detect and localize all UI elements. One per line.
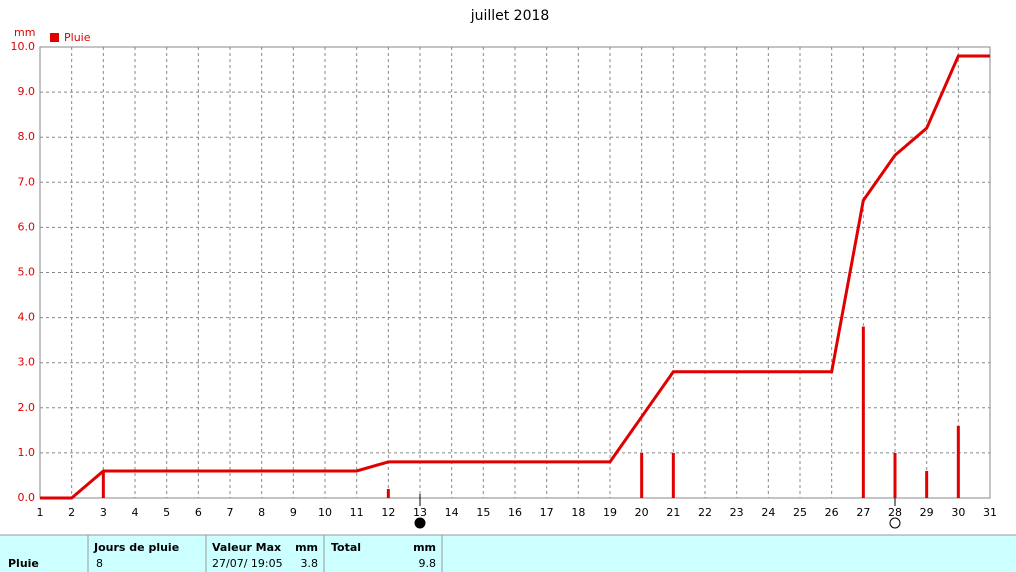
- x-tick-label: 20: [635, 506, 649, 519]
- table-row-label: Pluie: [8, 557, 39, 570]
- table-header: Jours de pluie: [93, 541, 179, 554]
- x-tick-label: 31: [983, 506, 997, 519]
- x-tick-label: 10: [318, 506, 332, 519]
- table-lines: [0, 534, 1016, 572]
- x-tick-label: 24: [761, 506, 775, 519]
- y-tick-label: 1.0: [18, 446, 36, 459]
- table-header: mm: [295, 541, 318, 554]
- x-tick-label: 4: [132, 506, 139, 519]
- y-tick-label: 4.0: [18, 311, 36, 324]
- table-cell: 9.8: [419, 557, 437, 570]
- table-cell: 3.8: [301, 557, 319, 570]
- y-tick-label: 5.0: [18, 266, 36, 279]
- x-tick-label: 5: [163, 506, 170, 519]
- x-tick-label: 21: [666, 506, 680, 519]
- table-bg: [0, 535, 1016, 572]
- chart-title: juillet 2018: [470, 8, 550, 24]
- x-tick-label: 9: [290, 506, 297, 519]
- x-tick-label: 16: [508, 506, 522, 519]
- x-tick-label: 12: [381, 506, 395, 519]
- x-tick-label: 18: [571, 506, 585, 519]
- x-tick-label: 7: [227, 506, 234, 519]
- x-tick-label: 28: [888, 506, 902, 519]
- x-tick-label: 11: [350, 506, 364, 519]
- x-tick-label: 3: [100, 506, 107, 519]
- x-tick-label: 25: [793, 506, 807, 519]
- y-tick-label: 3.0: [18, 356, 36, 369]
- table-cell: 8: [96, 557, 103, 570]
- x-tick-label: 6: [195, 506, 202, 519]
- y-tick-label: 7.0: [18, 175, 36, 188]
- x-tick-label: 13: [413, 506, 427, 519]
- y-tick-label: 2.0: [18, 401, 36, 414]
- x-tick-label: 27: [856, 506, 870, 519]
- y-tick-label: 6.0: [18, 220, 36, 233]
- legend-label: Pluie: [64, 31, 91, 44]
- line: [40, 54, 990, 500]
- x-tick-label: 22: [698, 506, 712, 519]
- y-tick-label: 0.0: [18, 491, 36, 504]
- table-header: Valeur Max: [212, 541, 281, 554]
- table-cell: 27/07/ 19:05: [212, 557, 283, 570]
- table-header: mm: [413, 541, 436, 554]
- x-tick-label: 2: [68, 506, 75, 519]
- x-tick-label: 14: [445, 506, 459, 519]
- y-tick-label: 10.0: [11, 40, 36, 53]
- x-tick-label: 1: [37, 506, 44, 519]
- x-tick-label: 15: [476, 506, 490, 519]
- legend-swatch: [50, 33, 59, 42]
- plot-border: [39, 46, 991, 499]
- moon-phase: [414, 517, 426, 529]
- moon-phase: [889, 517, 901, 529]
- x-tick-label: 23: [730, 506, 744, 519]
- x-tick-label: 26: [825, 506, 839, 519]
- x-tick-label: 19: [603, 506, 617, 519]
- y-axis-label: mm: [14, 26, 35, 39]
- table-header: Total: [331, 541, 361, 554]
- y-tick-label: 8.0: [18, 130, 36, 143]
- y-tick-label: 9.0: [18, 85, 36, 98]
- x-tick-label: 17: [540, 506, 554, 519]
- x-tick-label: 30: [951, 506, 965, 519]
- x-tick-label: 29: [920, 506, 934, 519]
- x-tick-label: 8: [258, 506, 265, 519]
